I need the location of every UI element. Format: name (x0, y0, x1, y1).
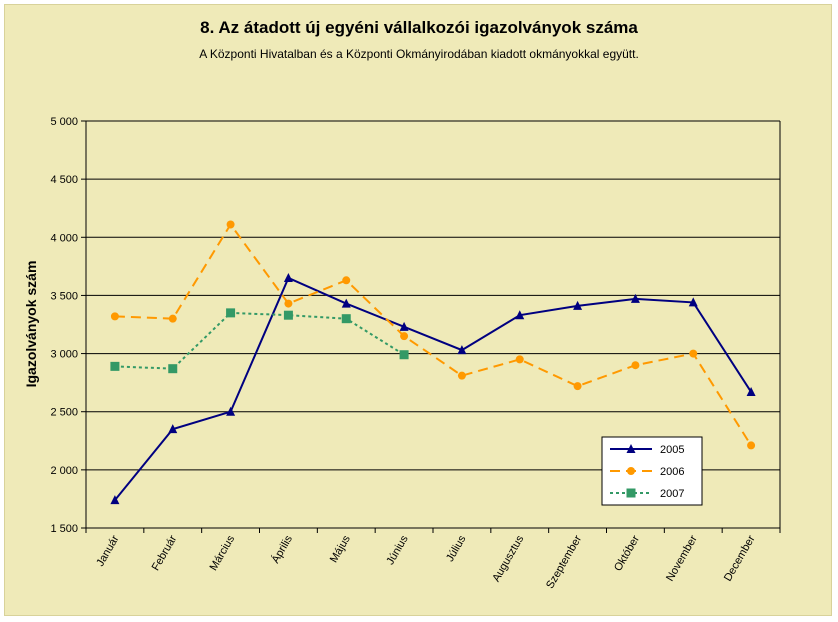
y-tick-label: 3 000 (50, 349, 78, 361)
y-tick-label: 2 000 (50, 465, 78, 477)
marker-triangle (283, 272, 293, 282)
y-tick-label: 1 500 (50, 523, 78, 535)
series (110, 220, 756, 505)
x-tick-label: Május (328, 533, 353, 565)
marker-circle (457, 371, 466, 380)
marker-triangle (168, 424, 178, 434)
y-axis-label: Igazolványok szám (23, 261, 39, 388)
marker-triangle (746, 386, 756, 396)
marker-triangle (399, 321, 409, 331)
x-tick-label: Augusztus (490, 533, 526, 584)
chart-title: 8. Az átadott új egyéni vállalkozói igaz… (200, 18, 638, 37)
legend-label-2006: 2006 (660, 466, 684, 478)
marker-circle (689, 349, 698, 358)
marker-triangle (630, 293, 640, 303)
x-tick-label: December (722, 533, 758, 583)
marker-circle (573, 382, 582, 391)
x-tick-label: Szeptember (544, 533, 584, 591)
marker-circle (284, 299, 293, 308)
marker-square (626, 488, 636, 498)
marker-square (341, 314, 351, 324)
marker-circle (627, 467, 635, 475)
x-tick-label: Április (269, 533, 295, 566)
x-tick-label: Február (150, 533, 180, 573)
marker-triangle (341, 298, 351, 308)
marker-square (399, 350, 409, 360)
marker-triangle (626, 444, 636, 453)
x-tick-label: Október (612, 533, 642, 573)
series-line-2005 (114, 276, 752, 501)
legend-label-2007: 2007 (660, 488, 684, 500)
x-tick-label: November (664, 533, 700, 583)
legend: 2005 2006 2007 (601, 436, 703, 506)
marker-triangle (110, 495, 120, 505)
legend-label-2005: 2005 (660, 444, 684, 456)
marker-triangle (688, 297, 698, 307)
x-tick-label: Július (444, 533, 469, 564)
series-line-2006 (114, 222, 752, 446)
marker-square (110, 361, 120, 371)
y-tick-label: 3 500 (50, 290, 78, 302)
series-2007 (110, 308, 409, 374)
x-tick-label: Január (94, 533, 121, 568)
series-line-2007 (114, 311, 405, 370)
series-2005 (110, 272, 756, 505)
marker-circle (168, 314, 177, 323)
marker-circle (747, 441, 756, 450)
marker-triangle (573, 300, 583, 310)
x-tick-label: Június (384, 533, 411, 567)
marker-circle (226, 220, 235, 229)
y-tick-label: 2 500 (50, 407, 78, 419)
y-tick-label: 4 500 (50, 174, 78, 186)
y-tick-label: 5 000 (50, 116, 78, 128)
series-2006 (110, 220, 756, 450)
marker-triangle (226, 406, 236, 416)
chart-subtitle: A Központi Hivatalban és a Központi Okmá… (199, 47, 639, 61)
marker-square (226, 308, 236, 318)
y-tick-label: 4 000 (50, 232, 78, 244)
marker-circle (631, 361, 640, 370)
marker-square (168, 364, 178, 374)
marker-triangle (515, 310, 525, 320)
marker-circle (110, 312, 119, 321)
marker-square (283, 310, 293, 320)
marker-circle (342, 276, 351, 285)
marker-circle (515, 355, 524, 364)
marker-triangle (457, 345, 467, 355)
marker-circle (400, 332, 409, 341)
x-tick-label: Március (208, 533, 238, 573)
